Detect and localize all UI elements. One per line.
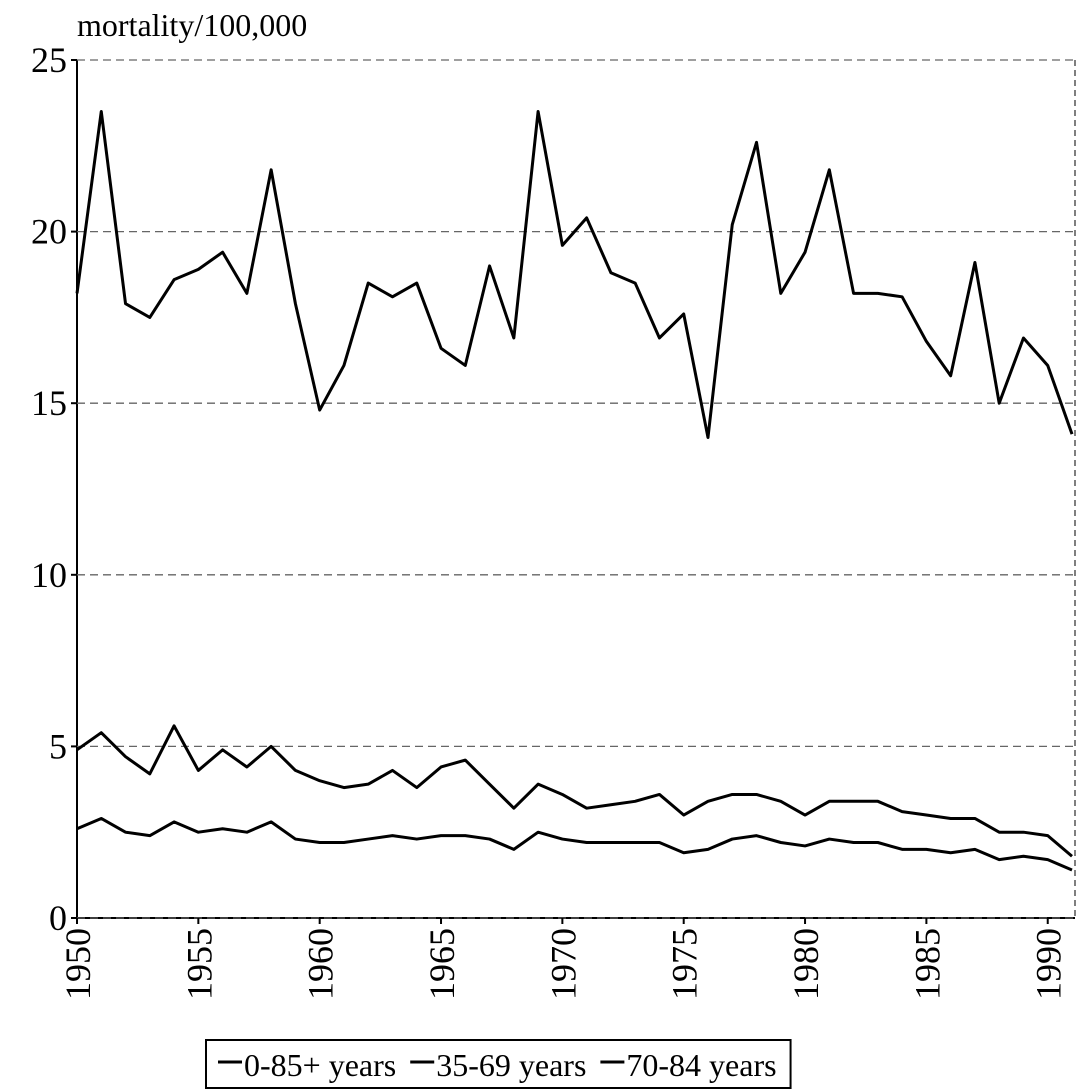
series-line xyxy=(75,109,1074,440)
legend-label: 70-84 years xyxy=(626,1047,776,1083)
y-tick-label: 5 xyxy=(49,726,67,766)
x-tick-label: 1990 xyxy=(1029,928,1069,1000)
x-tick-label: 1965 xyxy=(422,928,462,1000)
series-line xyxy=(76,816,1073,872)
x-tick-label: 1960 xyxy=(301,928,341,1000)
x-tick-label: 1955 xyxy=(179,928,219,1000)
x-tick-label: 1950 xyxy=(58,928,98,1000)
x-tick-label: 1970 xyxy=(543,928,583,1000)
x-tick-label: 1975 xyxy=(665,928,705,1000)
y-axis-label: mortality/100,000 xyxy=(77,7,307,43)
legend-label: 0-85+ years xyxy=(244,1047,396,1083)
x-tick-label: 1985 xyxy=(907,928,947,1000)
y-tick-label: 15 xyxy=(31,383,67,423)
y-tick-label: 20 xyxy=(31,212,67,252)
legend-box xyxy=(205,1039,792,1089)
y-tick-label: 0 xyxy=(49,898,67,938)
legend-label: 35-69 years xyxy=(436,1047,586,1083)
y-tick-label: 25 xyxy=(31,40,67,80)
legend: 0-85+ years 35-69 years 70-84 years xyxy=(205,1039,792,1089)
series-line xyxy=(76,724,1073,858)
y-tick-label: 10 xyxy=(31,555,67,595)
x-tick-label: 1980 xyxy=(786,928,826,1000)
